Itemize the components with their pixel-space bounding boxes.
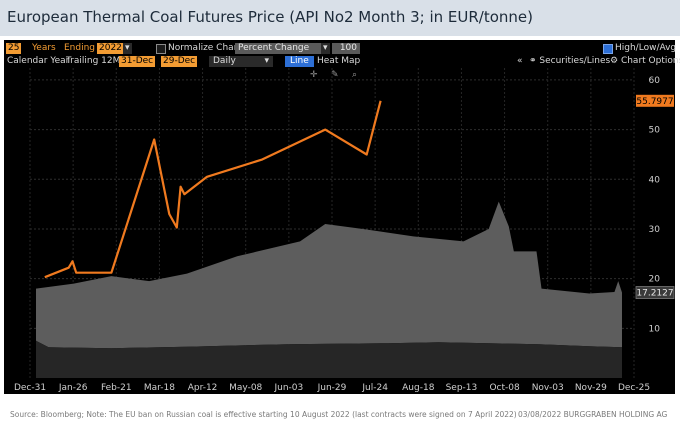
y-tick-label: 10 (649, 324, 661, 334)
securities-lines-button[interactable]: ⚭ Securities/Lines (529, 56, 610, 66)
average-value-tag (635, 286, 675, 299)
zoom-icon[interactable]: ⌕ (352, 70, 358, 80)
x-tick-label: Mar-18 (144, 383, 175, 393)
average-value-label: 17.2127 (636, 289, 673, 299)
x-tick-label: Dec-25 (618, 383, 650, 393)
calendar-year-button[interactable]: Calendar Year (7, 56, 70, 66)
x-tick-label: Nov-03 (532, 383, 564, 393)
gear-icon: ⚙ (610, 56, 621, 66)
historical-low-area (36, 340, 622, 378)
start-date-input[interactable]: 31-Dec (119, 56, 156, 67)
years-input[interactable]: 25 (6, 43, 22, 54)
period-dropdown-icon: ▾ (264, 56, 269, 66)
x-tick-label: Jul-24 (361, 383, 388, 393)
high-low-avg-label: High/Low/Avg (615, 43, 677, 53)
normalize-base-input[interactable]: 100 (332, 43, 360, 54)
collapse-button[interactable]: « (517, 56, 523, 66)
chart-plot: 10 20 30 40 50 60 Dec-31 Jan-26 Feb-21 Mar-18 Apr-… (14, 68, 675, 393)
x-tick-label: Jun-29 (317, 383, 347, 393)
x-tick-label: Nov-29 (575, 383, 607, 393)
footer-credit: 03/08/2022 BURGGRABEN HOLDING AG (518, 410, 668, 419)
end-date-input[interactable]: 29-Dec (161, 56, 198, 67)
current-year-line (44, 100, 382, 279)
x-tick-label: Jan-26 (58, 383, 88, 393)
line-button[interactable]: Line (285, 56, 314, 67)
securities-lines-label: Securities/Lines (539, 56, 611, 66)
normalize-label: Normalize Chart (168, 43, 241, 53)
high-low-avg-checkbox[interactable] (603, 44, 613, 54)
normalize-mode-select[interactable]: Percent Change (235, 43, 323, 54)
years-label: Years (32, 43, 56, 53)
x-tick-label: Oct-08 (489, 383, 520, 393)
ending-year-input[interactable]: 2022 (97, 43, 124, 54)
y-tick-label: 40 (649, 175, 661, 185)
chart-options-label: Chart Options (620, 56, 680, 66)
chart-title: European Thermal Coal Futures Price (API… (7, 8, 533, 26)
securities-icon: ⚭ (529, 56, 540, 66)
chart-options-button[interactable]: ⚙ Chart Options (610, 56, 680, 66)
pen-icon[interactable]: ✎ (331, 70, 339, 80)
x-tick-label: Feb-21 (101, 383, 132, 393)
y-tick-label: 60 (649, 76, 661, 86)
crosshair-icon[interactable]: ✛ (310, 70, 318, 80)
chart-title-bar: European Thermal Coal Futures Price (API… (0, 0, 680, 36)
x-tick-label: Sep-13 (446, 383, 478, 393)
period-label: Daily (213, 56, 236, 66)
trailing-12m-button[interactable]: Trailing 12M (66, 56, 121, 66)
current-value-label: 55.7977 (636, 97, 673, 107)
normalize-checkbox[interactable] (156, 44, 166, 54)
ending-dropdown-icon[interactable]: ▾ (123, 43, 132, 54)
source-note: Source: Bloomberg; Note: The EU ban on R… (10, 410, 517, 419)
x-tick-label: Jun-03 (273, 383, 303, 393)
normalize-dropdown-icon[interactable]: ▾ (321, 43, 330, 54)
x-tick-label: Apr-12 (188, 383, 218, 393)
date-separator: - (152, 56, 156, 66)
current-value-tag (636, 94, 674, 107)
y-tick-label: 20 (649, 275, 661, 285)
period-select[interactable]: Daily ▾ (209, 56, 273, 67)
historical-range-band (36, 201, 622, 349)
y-tick-label: 30 (649, 225, 661, 235)
x-tick-label: May-08 (229, 383, 262, 393)
heatmap-button[interactable]: Heat Map (317, 56, 361, 66)
x-tick-label: Aug-18 (402, 383, 435, 393)
terminal-chart-panel: 25 Years Ending 2022 ▾ Normalize Chart P… (4, 40, 680, 394)
x-tick-label: Dec-31 (14, 383, 46, 393)
y-tick-label: 50 (649, 126, 661, 136)
ending-label: Ending (64, 43, 96, 53)
